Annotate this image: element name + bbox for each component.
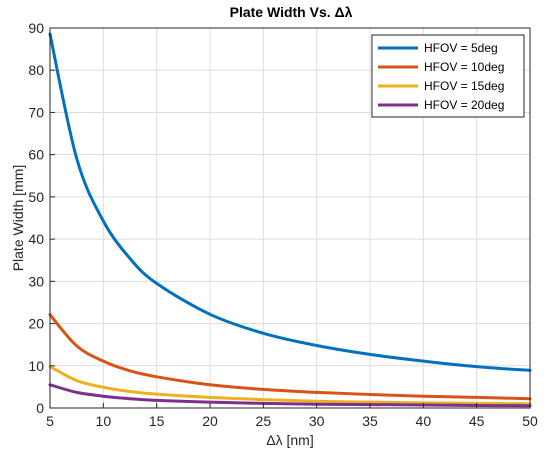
legend-label-2: HFOV = 10deg (424, 60, 504, 74)
tick-labels: 5 10 15 20 25 30 35 40 45 50 0 10 20 30 40 50 60 70 80 90 (28, 20, 538, 429)
series-lines (48, 32, 532, 408)
series-line-2 (48, 313, 532, 401)
legend-label-3: HFOV = 15deg (424, 79, 504, 93)
x-tick-label: 25 (256, 413, 272, 429)
x-axis-label: Δλ [nm] (266, 432, 313, 448)
plot-frame (49, 27, 531, 409)
series-line-4 (48, 383, 532, 408)
x-tick-label: 40 (416, 413, 432, 429)
y-tick-label: 60 (28, 147, 44, 163)
x-tick-label: 35 (362, 413, 378, 429)
legend-label-1: HFOV = 5deg (424, 41, 498, 55)
x-tick-label: 45 (469, 413, 485, 429)
legend: HFOV = 5deg HFOV = 10deg HFOV = 15deg HFOV … (371, 34, 525, 118)
x-tick-label: 20 (202, 413, 218, 429)
y-tick-label: 30 (28, 273, 44, 289)
y-tick-label: 20 (28, 316, 44, 332)
x-tick-label: 10 (96, 413, 112, 429)
y-tick-label: 40 (28, 231, 44, 247)
x-tick-label: 15 (149, 413, 165, 429)
x-tick-label: 30 (309, 413, 325, 429)
x-tick-label: 50 (522, 413, 538, 429)
y-tick-label: 50 (28, 189, 44, 205)
y-tick-label: 70 (28, 104, 44, 120)
y-tick-label: 80 (28, 62, 44, 78)
y-axis-label: Plate Width [mm] (10, 165, 26, 272)
series-line-1 (48, 32, 532, 372)
y-tick-label: 10 (28, 358, 44, 374)
y-tick-label: 0 (36, 400, 44, 416)
legend-label-4: HFOV = 20deg (424, 98, 504, 112)
y-tick-label: 90 (28, 20, 44, 36)
series-line-3 (48, 365, 532, 406)
x-tick-label: 5 (46, 413, 54, 429)
chart-title: Plate Width Vs. Δλ (230, 4, 353, 20)
